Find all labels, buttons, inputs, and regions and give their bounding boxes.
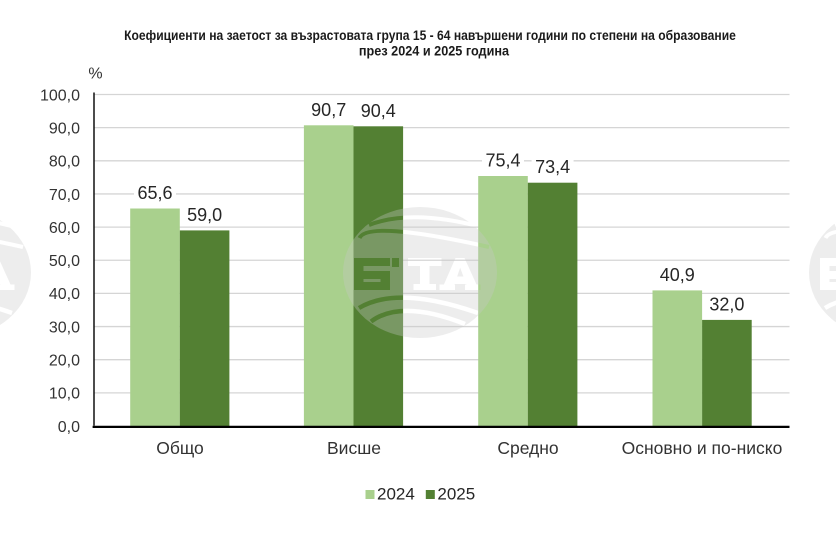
svg-text:73,4: 73,4 (535, 157, 570, 177)
svg-text:60,0: 60,0 (49, 220, 80, 237)
svg-text:Общо: Общо (156, 438, 204, 458)
svg-text:10,0: 10,0 (49, 386, 80, 403)
svg-text:65,6: 65,6 (137, 183, 172, 203)
svg-text:30,0: 30,0 (49, 319, 80, 336)
svg-text:Основно и по-ниско: Основно и по-ниско (622, 438, 783, 458)
svg-text:90,0: 90,0 (49, 120, 80, 137)
svg-text:2024: 2024 (377, 485, 415, 504)
svg-text:2025: 2025 (437, 485, 475, 504)
svg-text:50,0: 50,0 (49, 253, 80, 270)
svg-text:Висше: Висше (327, 438, 381, 458)
svg-text:през 2024 и 2025 година: през 2024 и 2025 година (359, 43, 509, 59)
svg-text:0,0: 0,0 (58, 419, 80, 436)
svg-text:90,7: 90,7 (311, 100, 346, 120)
svg-text:%: % (88, 65, 102, 82)
svg-text:70,0: 70,0 (49, 187, 80, 204)
svg-text:90,4: 90,4 (361, 101, 396, 121)
svg-text:100,0: 100,0 (40, 87, 80, 104)
svg-text:Средно: Средно (497, 438, 558, 458)
svg-text:40,9: 40,9 (660, 265, 695, 285)
svg-text:75,4: 75,4 (485, 151, 520, 171)
svg-text:80,0: 80,0 (49, 154, 80, 171)
svg-text:20,0: 20,0 (49, 353, 80, 370)
svg-text:59,0: 59,0 (187, 205, 222, 225)
svg-text:32,0: 32,0 (709, 294, 744, 314)
svg-text:40,0: 40,0 (49, 286, 80, 303)
svg-text:Коефициенти на заетост за възр: Коефициенти на заетост за възрастовата г… (124, 27, 736, 43)
